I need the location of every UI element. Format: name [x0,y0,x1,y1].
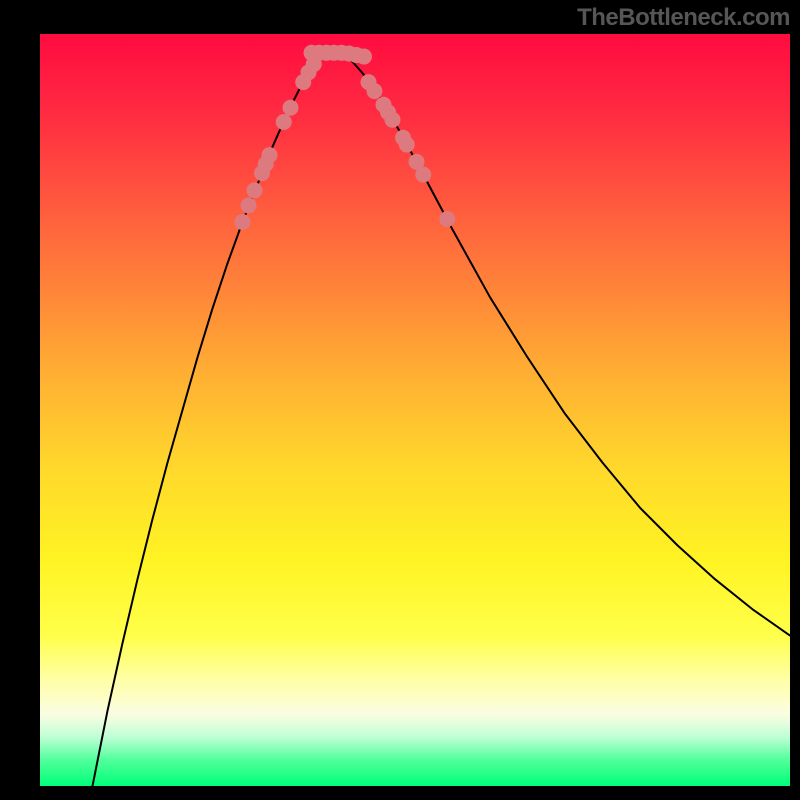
scatter-point [385,112,401,128]
chart-frame: TheBottleneck.com [0,0,800,800]
scatter-point [399,137,415,153]
scatter-point [439,211,455,227]
scatter-point [276,114,292,130]
scatter-point [415,167,431,183]
scatter-point [247,182,263,198]
gradient-background [40,34,790,786]
scatter-point [235,214,251,230]
chart-svg [40,34,790,786]
scatter-point [356,49,372,65]
scatter-point [367,83,383,99]
scatter-point [241,197,257,213]
plot-area [40,34,790,786]
scatter-point [283,100,299,116]
watermark-text: TheBottleneck.com [577,4,790,32]
scatter-point [262,147,278,163]
